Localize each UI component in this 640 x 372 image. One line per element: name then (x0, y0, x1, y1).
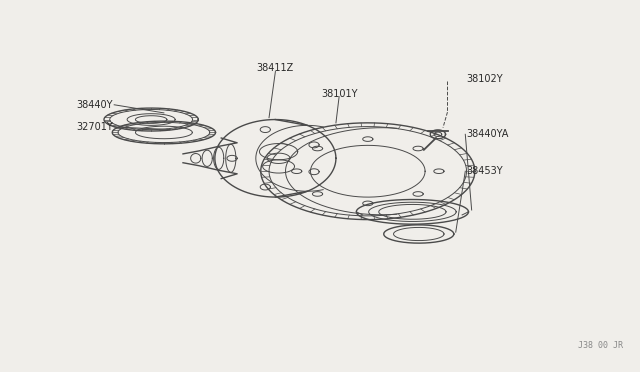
Text: 38440Y: 38440Y (76, 100, 113, 110)
Text: 38453Y: 38453Y (467, 166, 503, 176)
Text: 38440YA: 38440YA (467, 129, 509, 139)
Text: J38 00 JR: J38 00 JR (578, 341, 623, 350)
Text: 38102Y: 38102Y (467, 74, 503, 84)
Text: 38411Z: 38411Z (257, 63, 294, 73)
Text: 32701Y: 32701Y (76, 122, 113, 132)
Text: 38101Y: 38101Y (321, 89, 357, 99)
